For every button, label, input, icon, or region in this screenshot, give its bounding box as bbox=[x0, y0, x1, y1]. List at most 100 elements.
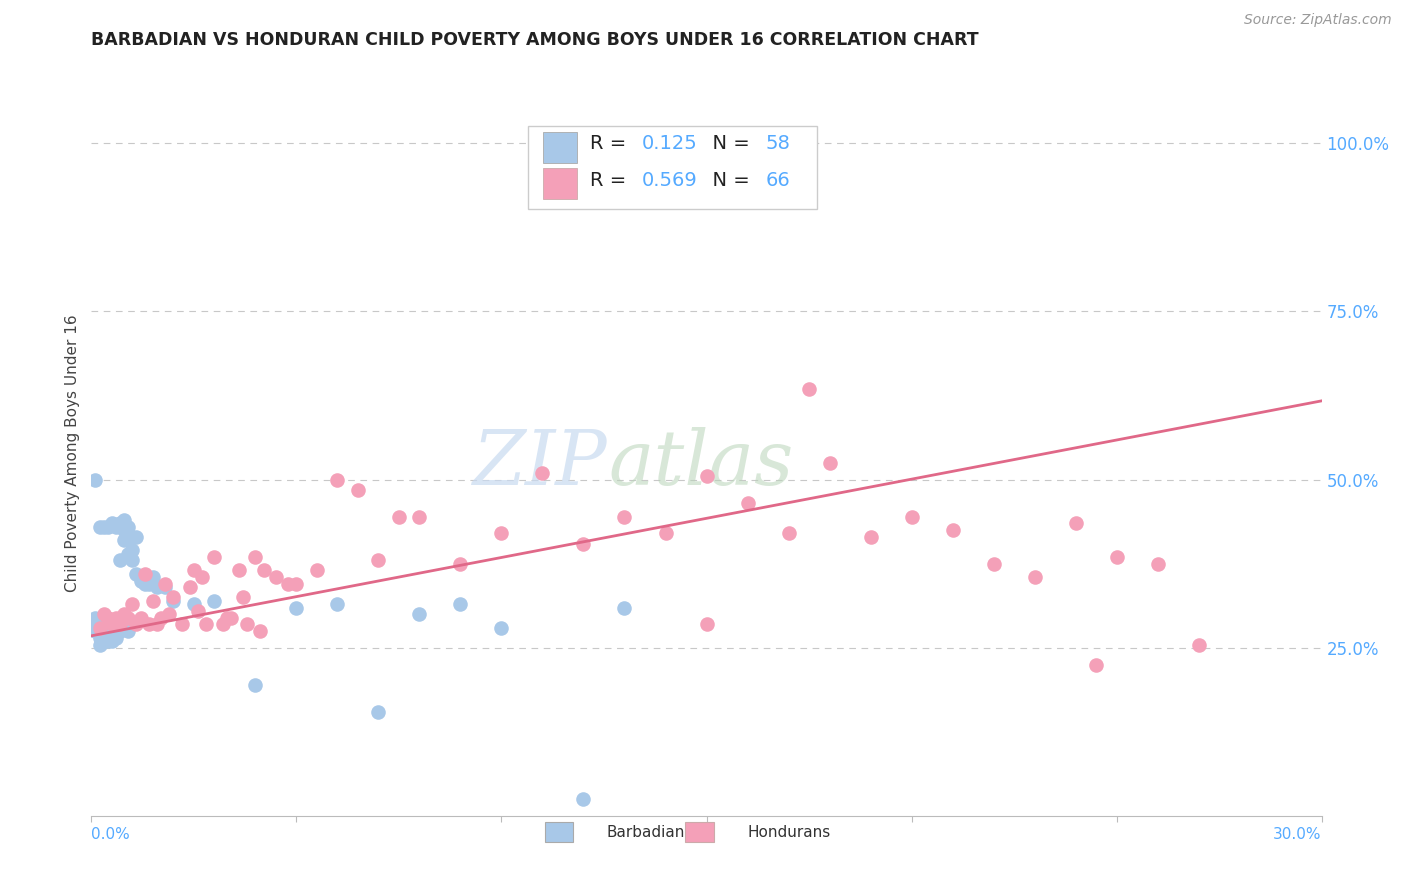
Point bbox=[101, 516, 124, 531]
Point bbox=[89, 627, 111, 641]
Point bbox=[264, 570, 287, 584]
Point bbox=[146, 580, 169, 594]
Point bbox=[93, 624, 115, 638]
Point bbox=[89, 621, 111, 635]
Point bbox=[153, 577, 177, 591]
Point bbox=[112, 513, 135, 527]
Point bbox=[108, 553, 131, 567]
FancyBboxPatch shape bbox=[543, 169, 578, 199]
Point bbox=[138, 577, 160, 591]
Point bbox=[105, 621, 127, 635]
Point bbox=[613, 600, 636, 615]
Point bbox=[179, 580, 201, 594]
Point bbox=[93, 631, 115, 645]
Point bbox=[1146, 557, 1168, 571]
Point bbox=[162, 594, 184, 608]
Text: ZIP: ZIP bbox=[474, 426, 607, 500]
Point bbox=[134, 577, 156, 591]
Point bbox=[89, 638, 111, 652]
Text: 58: 58 bbox=[765, 134, 790, 153]
Point bbox=[117, 624, 139, 638]
Point bbox=[183, 564, 205, 578]
Point bbox=[108, 617, 131, 632]
Point bbox=[125, 617, 148, 632]
Point bbox=[97, 610, 120, 624]
Point bbox=[277, 577, 299, 591]
Text: 0.569: 0.569 bbox=[641, 170, 697, 190]
Point bbox=[101, 627, 124, 641]
Point bbox=[942, 523, 965, 537]
Point bbox=[228, 564, 250, 578]
Point bbox=[253, 564, 276, 578]
Text: R =: R = bbox=[589, 170, 633, 190]
Point bbox=[1105, 549, 1128, 564]
Point bbox=[215, 610, 238, 624]
Point bbox=[97, 634, 120, 648]
Text: N =: N = bbox=[700, 170, 756, 190]
Point bbox=[236, 617, 259, 632]
Y-axis label: Child Poverty Among Boys Under 16: Child Poverty Among Boys Under 16 bbox=[65, 314, 80, 591]
FancyBboxPatch shape bbox=[529, 126, 817, 209]
Point bbox=[138, 617, 160, 632]
Point bbox=[797, 382, 820, 396]
Point bbox=[146, 617, 169, 632]
Point bbox=[112, 607, 135, 622]
Point bbox=[117, 520, 139, 534]
Point bbox=[150, 610, 173, 624]
Point bbox=[157, 607, 180, 622]
Point bbox=[408, 607, 430, 622]
Point bbox=[219, 610, 242, 624]
Point bbox=[1024, 570, 1046, 584]
Point bbox=[232, 591, 254, 605]
Text: Hondurans: Hondurans bbox=[748, 825, 831, 839]
Point bbox=[121, 597, 143, 611]
Text: BARBADIAN VS HONDURAN CHILD POVERTY AMONG BOYS UNDER 16 CORRELATION CHART: BARBADIAN VS HONDURAN CHILD POVERTY AMON… bbox=[91, 31, 979, 49]
Point bbox=[654, 526, 676, 541]
Point bbox=[142, 570, 165, 584]
Point bbox=[245, 678, 267, 692]
Point bbox=[245, 549, 267, 564]
Point bbox=[859, 530, 882, 544]
Point bbox=[93, 634, 115, 648]
Point bbox=[367, 553, 389, 567]
Point bbox=[112, 533, 135, 548]
Point bbox=[187, 604, 209, 618]
Point bbox=[202, 549, 225, 564]
Point bbox=[93, 607, 115, 622]
Point bbox=[983, 557, 1005, 571]
Point bbox=[89, 621, 111, 635]
Point bbox=[84, 624, 107, 638]
Point bbox=[449, 557, 471, 571]
Point bbox=[778, 526, 800, 541]
Point bbox=[121, 553, 143, 567]
Point bbox=[285, 577, 308, 591]
Point bbox=[531, 466, 554, 480]
Point bbox=[211, 617, 233, 632]
Point bbox=[121, 530, 143, 544]
Text: 30.0%: 30.0% bbox=[1274, 827, 1322, 842]
Point bbox=[84, 617, 107, 632]
Point bbox=[101, 631, 124, 645]
Point bbox=[153, 580, 177, 594]
Point bbox=[367, 705, 389, 719]
Point bbox=[572, 792, 595, 806]
Point bbox=[1085, 657, 1108, 672]
Point bbox=[108, 516, 131, 531]
Point bbox=[326, 597, 349, 611]
Text: 0.125: 0.125 bbox=[641, 134, 697, 153]
Point bbox=[93, 520, 115, 534]
Point bbox=[101, 617, 124, 632]
Point bbox=[1064, 516, 1087, 531]
Point bbox=[125, 530, 148, 544]
Point bbox=[97, 627, 120, 641]
Point bbox=[191, 570, 214, 584]
Point bbox=[388, 509, 411, 524]
Point bbox=[112, 523, 135, 537]
Point bbox=[613, 509, 636, 524]
Text: N =: N = bbox=[700, 134, 756, 153]
Point bbox=[572, 536, 595, 550]
Point bbox=[134, 566, 156, 581]
Point bbox=[84, 473, 107, 487]
Point bbox=[170, 617, 193, 632]
Point bbox=[491, 621, 513, 635]
